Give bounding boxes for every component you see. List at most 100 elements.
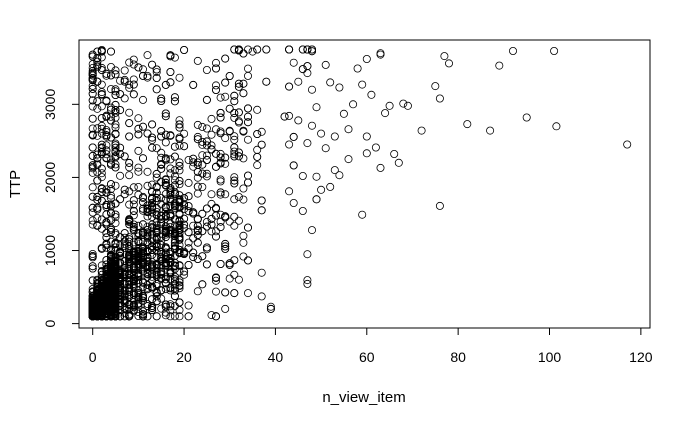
scatter-point [138,293,147,302]
scatter-point [116,90,125,99]
scatter-point [111,283,120,292]
scatter-point [193,120,202,129]
scatter-point [211,204,220,213]
scatter-point [170,97,179,106]
scatter-point [221,304,230,313]
scatter-point [330,132,339,141]
scatter-point [234,118,243,127]
scatter-point [161,255,170,264]
scatter-point [111,143,120,152]
scatter-point [243,289,252,298]
scatter-point [257,292,266,301]
scatter-point [88,192,97,201]
scatter-point [234,148,243,157]
scatter-point [285,187,294,196]
scatter-point [170,244,179,253]
scatter-point [125,270,134,279]
scatter-point [93,291,102,300]
scatter-point [170,277,179,286]
scatter-point [230,179,239,188]
scatter-point [134,237,143,246]
scatter-point [93,278,102,287]
scatter-point [207,114,216,123]
scatter-point [111,91,120,100]
scatter-point [207,130,216,139]
scatter-point [170,172,179,181]
scatter-point [266,302,275,311]
scatter-point [399,99,408,108]
scatter-point [138,206,147,215]
scatter-point [88,249,97,258]
scatter-point [303,279,312,288]
scatter-point [97,267,106,276]
scatter-point [152,74,161,83]
scatter-point [216,127,225,136]
scatter-point [97,53,106,62]
scatter-point [102,218,111,227]
scatter-point [120,267,129,276]
scatter-point [175,176,184,185]
scatter-point [116,251,125,260]
scatter-point [202,66,211,75]
scatter-point [303,62,312,71]
scatter-point [157,249,166,258]
x-axis: 0 20 40 60 80 100 120 [89,327,653,365]
scatter-point [116,233,125,242]
scatter-point [143,280,152,289]
scatter-point [143,129,152,138]
scatter-point [253,129,262,138]
scatter-point [129,305,138,314]
scatter-point [175,228,184,237]
scatter-point [97,261,106,270]
scatter-point [358,210,367,219]
scatter-point [221,92,230,101]
scatter-point [129,222,138,231]
scatter-point [111,246,120,255]
scatter-point [102,111,111,120]
scatter-point [180,270,189,279]
scatter-point [107,105,116,114]
scatter-point [508,47,517,56]
scatter-point [221,190,230,199]
scatter-point [134,253,143,262]
scatter-point [230,152,239,161]
scatter-point [97,90,106,99]
scatter-point [198,122,207,131]
scatter-point [97,215,106,224]
scatter-point [189,80,198,89]
scatter-point [170,261,179,270]
scatter-point [107,290,116,299]
scatter-point [403,101,412,110]
scatter-point [102,150,111,159]
scatter-point [161,130,170,139]
scatter-point [312,172,321,181]
scatter-point [385,101,394,110]
scatter-point [102,267,111,276]
scatter-point [143,312,152,321]
scatter-point [107,227,116,236]
scatter-point [184,228,193,237]
scatter-point [102,243,111,252]
scatter-point [143,207,152,216]
scatter-point [129,196,138,205]
scatter-point [166,210,175,219]
scatter-point [134,311,143,320]
scatter-point [170,286,179,295]
scatter-point [161,311,170,320]
scatter-point [330,166,339,175]
scatter-point [198,252,207,261]
scatter-point [198,151,207,160]
scatter-point [211,287,220,296]
scatter-point [243,256,252,265]
scatter-point [175,261,184,270]
y-axis: 0 1000 2000 3000 [42,89,80,328]
scatter-point [234,216,243,225]
scatter-point [193,238,202,247]
scatter-point [152,193,161,202]
scatter-point [243,64,252,73]
scatter-point [463,120,472,129]
scatter-point [120,237,129,246]
scatter-point [107,116,116,125]
scatter-point [129,290,138,299]
scatter-point [161,109,170,118]
